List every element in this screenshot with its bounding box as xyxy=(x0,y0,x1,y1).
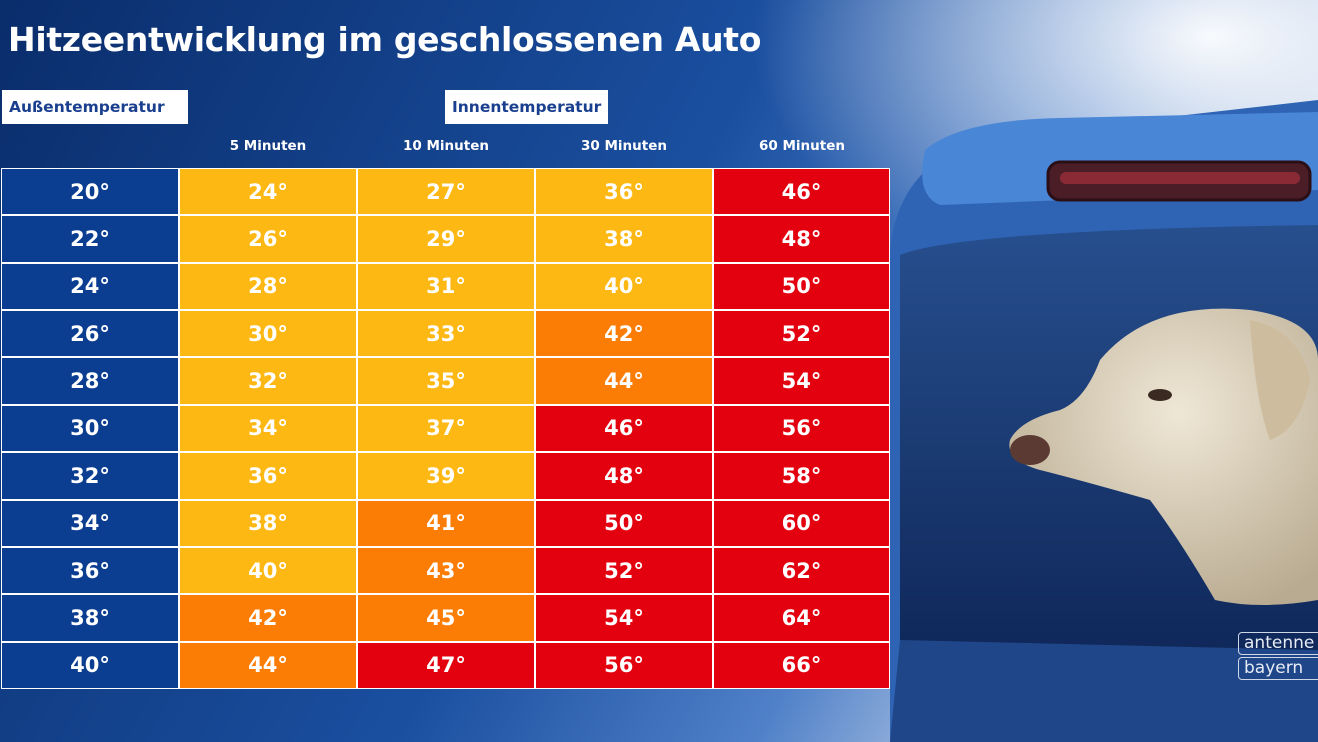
inside-temp-cell: 31° xyxy=(357,262,535,311)
chart-title: Hitzeentwicklung im geschlossenen Auto xyxy=(8,20,762,59)
inside-temp-cell: 44° xyxy=(535,357,713,405)
inside-temp-cell: 40° xyxy=(179,546,357,595)
inside-temp-cell: 28° xyxy=(179,262,357,311)
column-header-10min: 10 Minuten xyxy=(403,138,489,154)
inside-temp-cell: 42° xyxy=(179,594,357,642)
inside-temp-cell: 42° xyxy=(535,310,713,358)
outside-temp-cell: 24° xyxy=(1,262,179,311)
inside-temp-cell: 32° xyxy=(179,357,357,405)
inside-temp-cell: 43° xyxy=(357,546,535,595)
inside-temp-cell: 50° xyxy=(713,262,890,311)
inside-temp-cell: 39° xyxy=(357,452,535,500)
inside-temp-cell: 37° xyxy=(357,404,535,453)
inside-temp-cell: 47° xyxy=(357,641,535,689)
inside-temp-cell: 35° xyxy=(357,357,535,405)
inside-temp-cell: 54° xyxy=(535,594,713,642)
inside-temp-cell: 64° xyxy=(713,594,890,642)
logo-line-2: bayern xyxy=(1238,657,1318,680)
inside-temp-cell: 27° xyxy=(357,168,535,216)
inside-temp-cell: 46° xyxy=(713,168,890,216)
inside-temp-cell: 54° xyxy=(713,357,890,405)
inside-temp-cell: 33° xyxy=(357,310,535,358)
inside-temp-cell: 45° xyxy=(357,594,535,642)
inside-temp-cell: 44° xyxy=(179,641,357,689)
inside-temp-cell: 36° xyxy=(179,452,357,500)
outside-temp-cell: 20° xyxy=(1,168,179,216)
inside-temp-cell: 58° xyxy=(713,452,890,500)
outside-temp-cell: 36° xyxy=(1,546,179,595)
inside-temp-cell: 52° xyxy=(713,310,890,358)
outside-temp-cell: 32° xyxy=(1,452,179,500)
inside-temp-cell: 38° xyxy=(535,215,713,263)
outside-temp-cell: 30° xyxy=(1,404,179,453)
outside-temp-cell: 26° xyxy=(1,310,179,358)
inside-temp-cell: 30° xyxy=(179,310,357,358)
column-header-30min: 30 Minuten xyxy=(581,138,667,154)
inside-temp-cell: 50° xyxy=(535,499,713,547)
antenne-bayern-logo: antenne bayern xyxy=(1238,632,1318,690)
inside-temp-cell: 40° xyxy=(535,262,713,311)
outside-temp-cell: 38° xyxy=(1,594,179,642)
inside-temp-cell: 56° xyxy=(535,641,713,689)
inside-temp-cell: 56° xyxy=(713,404,890,453)
dog-icon xyxy=(1009,308,1318,605)
outside-temp-cell: 40° xyxy=(1,641,179,689)
inside-temp-cell: 60° xyxy=(713,499,890,547)
outside-temp-cell: 28° xyxy=(1,357,179,405)
logo-line-1: antenne xyxy=(1238,632,1318,655)
outside-temperature-label: Außentemperatur xyxy=(2,90,188,124)
outside-temp-cell: 34° xyxy=(1,499,179,547)
inside-temp-cell: 26° xyxy=(179,215,357,263)
inside-temp-cell: 24° xyxy=(179,168,357,216)
inside-temperature-label: Innentemperatur xyxy=(445,90,609,124)
inside-temp-cell: 38° xyxy=(179,499,357,547)
inside-temp-cell: 29° xyxy=(357,215,535,263)
inside-temp-cell: 48° xyxy=(535,452,713,500)
column-header-60min: 60 Minuten xyxy=(759,138,845,154)
outside-temp-cell: 22° xyxy=(1,215,179,263)
inside-temp-cell: 41° xyxy=(357,499,535,547)
inside-temp-cell: 52° xyxy=(535,546,713,595)
inside-temp-cell: 36° xyxy=(535,168,713,216)
inside-temp-cell: 34° xyxy=(179,404,357,453)
column-header-5min: 5 Minuten xyxy=(229,138,307,154)
inside-temp-cell: 66° xyxy=(713,641,890,689)
inside-temp-cell: 48° xyxy=(713,215,890,263)
inside-temp-cell: 62° xyxy=(713,546,890,595)
inside-temp-cell: 46° xyxy=(535,404,713,453)
temperature-table: 20° 24° 27° 36° 46° 22° 26° 29° 38° 48° 24° 28° 31° 4… xyxy=(1,168,890,689)
